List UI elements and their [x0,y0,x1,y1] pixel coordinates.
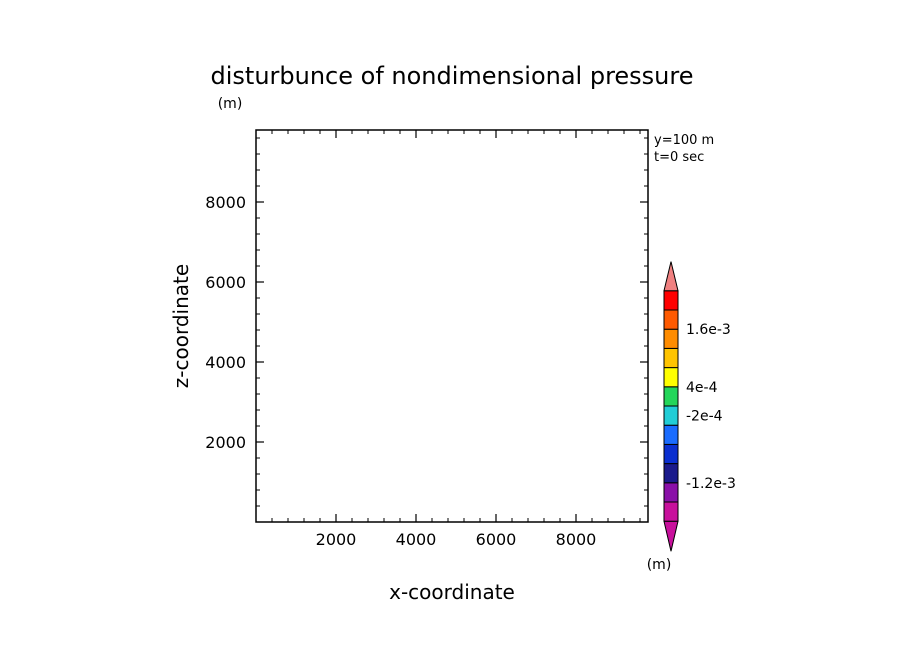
colorbar-lower-extension [663,520,679,552]
colorbar-swatch [663,424,679,445]
y-tick-label: 4000 [205,353,246,372]
y-tick-label: 8000 [205,193,246,212]
colorbar-swatch [663,443,679,465]
colorbar-swatch [663,347,679,369]
x-tick-label: 2000 [316,530,357,549]
colorbar-swatch [663,309,679,330]
x-tick-label: 6000 [476,530,517,549]
colorbar-label: 1.6e-3 [686,322,731,338]
colorbar-label: -2e-4 [686,409,723,425]
y-tick-label: 6000 [205,273,246,292]
colorbar-swatch [663,386,679,407]
colorbar-swatch [663,463,679,484]
y-unit-label: (m) [218,96,243,112]
info-y-position: y=100 m [654,133,714,148]
colorbar-swatch [663,328,679,349]
plot-frame [255,129,649,523]
colorbar-upper-extension [663,261,679,292]
colorbar-label: 4e-4 [686,380,718,396]
colorbar-swatch [663,367,679,388]
y-axis-label: z-coordinate [169,264,193,388]
x-tick-label: 8000 [556,530,597,549]
x-unit-label: (m) [647,557,672,573]
y-tick-labels: 2000 4000 6000 8000 [205,193,246,452]
colorbar-labels: 1.6e-3 4e-4 -2e-4 -1.2e-3 [686,322,736,492]
colorbar-swatch [663,482,679,503]
colorbar-swatch [663,290,679,311]
chart-title: disturbunce of nondimensional pressure [211,62,694,90]
x-tick-labels: 2000 4000 6000 8000 [316,530,597,549]
x-axis-label: x-coordinate [389,580,515,604]
colorbar-swatch [663,405,679,426]
colorbar-label: -1.2e-3 [686,476,736,492]
colorbar [663,261,679,552]
info-time: t=0 sec [654,150,704,165]
x-tick-label: 4000 [396,530,437,549]
y-tick-label: 2000 [205,433,246,452]
axis-ticks [256,130,648,522]
colorbar-swatch [663,501,679,522]
